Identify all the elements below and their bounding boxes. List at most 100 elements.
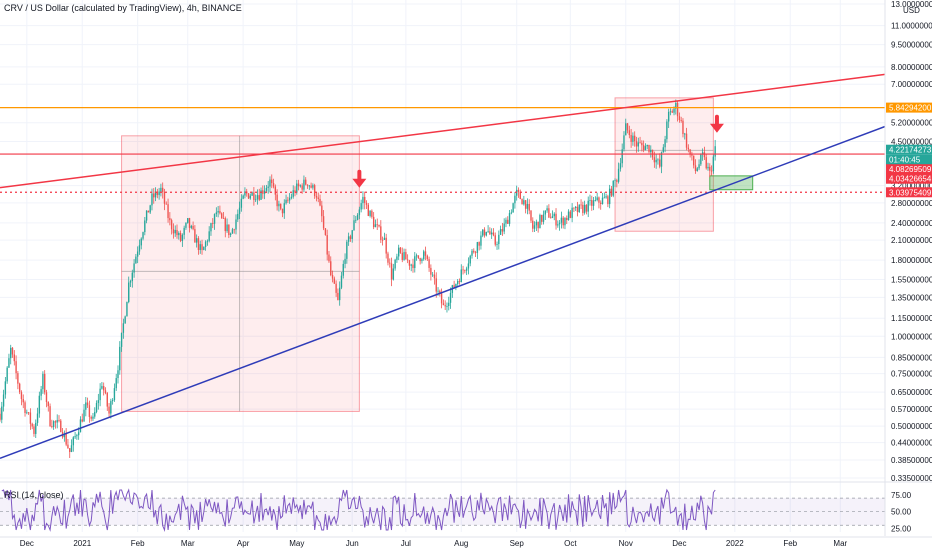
candle bbox=[1, 401, 3, 424]
candle-body bbox=[17, 373, 19, 384]
candle-body bbox=[238, 207, 241, 214]
candle bbox=[81, 413, 83, 423]
candle bbox=[136, 246, 139, 264]
candle bbox=[371, 209, 373, 219]
candle-body bbox=[278, 203, 280, 207]
candle-body bbox=[519, 191, 521, 200]
candle-body bbox=[676, 102, 679, 117]
candle-body bbox=[596, 197, 598, 201]
candle-body bbox=[274, 186, 277, 195]
candle-body bbox=[635, 141, 638, 147]
candle-body bbox=[219, 211, 221, 214]
price-tick-label: 4.50000000 bbox=[891, 137, 932, 146]
candle bbox=[628, 125, 631, 139]
candle-body bbox=[201, 244, 203, 250]
candle bbox=[621, 143, 623, 168]
candle bbox=[94, 407, 96, 419]
candle bbox=[428, 256, 430, 272]
candle-body bbox=[220, 213, 223, 219]
candle bbox=[403, 248, 405, 261]
candle-body bbox=[279, 203, 282, 209]
candle-body bbox=[637, 142, 639, 147]
candle bbox=[260, 187, 262, 201]
candle bbox=[131, 269, 134, 288]
candle bbox=[596, 192, 598, 202]
candle bbox=[657, 158, 659, 165]
candle-body bbox=[179, 233, 182, 241]
candle bbox=[56, 414, 58, 429]
candle-body bbox=[136, 251, 139, 257]
candle bbox=[2, 389, 5, 412]
candle bbox=[376, 218, 378, 230]
price-tick-label: 5.20000000 bbox=[891, 119, 932, 128]
candle-body bbox=[641, 142, 643, 146]
candle bbox=[705, 154, 707, 170]
candle-body bbox=[576, 206, 579, 213]
candle-body bbox=[292, 190, 294, 197]
price-tag-label: 3.03975409 bbox=[889, 188, 932, 197]
candle bbox=[367, 202, 370, 217]
candle bbox=[197, 236, 200, 255]
candle-body bbox=[455, 284, 457, 289]
candle bbox=[600, 200, 602, 210]
candle bbox=[523, 195, 525, 206]
candle bbox=[680, 116, 682, 123]
candle bbox=[315, 192, 318, 202]
candle-body bbox=[710, 170, 713, 172]
candle-body bbox=[322, 216, 325, 229]
candle-body bbox=[13, 354, 16, 362]
candle bbox=[113, 383, 116, 402]
candle bbox=[431, 272, 434, 278]
candle bbox=[6, 366, 8, 384]
candle-body bbox=[197, 238, 200, 250]
candle-body bbox=[669, 111, 672, 113]
candle bbox=[623, 131, 625, 152]
candle bbox=[165, 201, 167, 205]
candle-body bbox=[8, 358, 10, 368]
candle bbox=[372, 212, 375, 230]
candle-body bbox=[524, 200, 527, 209]
candle-body bbox=[181, 234, 184, 241]
candle bbox=[167, 198, 169, 223]
candle-body bbox=[530, 210, 532, 221]
candle bbox=[201, 239, 203, 255]
candle bbox=[667, 108, 670, 129]
candle bbox=[262, 185, 264, 199]
candle bbox=[178, 231, 180, 240]
candle-body bbox=[122, 323, 125, 333]
candle-body bbox=[501, 229, 504, 232]
candle bbox=[562, 215, 564, 229]
candle-body bbox=[36, 413, 39, 423]
candle-body bbox=[414, 256, 416, 269]
candle-body bbox=[324, 228, 327, 236]
candle bbox=[499, 225, 502, 235]
candle bbox=[272, 178, 275, 189]
candle-body bbox=[328, 254, 330, 262]
candle-body bbox=[271, 179, 273, 184]
candle bbox=[240, 194, 243, 212]
candle-body bbox=[42, 373, 44, 390]
candle bbox=[90, 415, 92, 422]
candle bbox=[88, 400, 91, 423]
candle bbox=[539, 213, 541, 229]
candle bbox=[233, 228, 235, 234]
candle-body bbox=[684, 133, 686, 135]
candle-body bbox=[269, 179, 271, 187]
candle bbox=[505, 217, 507, 228]
candle bbox=[351, 229, 353, 243]
candle bbox=[528, 199, 530, 215]
candle-body bbox=[346, 241, 348, 259]
candle-body bbox=[43, 373, 46, 393]
candle-body bbox=[703, 152, 706, 158]
price-tick-label: 0.65000000 bbox=[891, 388, 932, 397]
candle-body bbox=[642, 145, 645, 151]
candle-body bbox=[18, 383, 21, 393]
time-tick-label: Jul bbox=[401, 539, 411, 548]
candle bbox=[592, 197, 595, 211]
candle-body bbox=[532, 220, 534, 229]
candle bbox=[594, 196, 597, 202]
candle bbox=[344, 253, 346, 269]
candle-body bbox=[67, 444, 69, 449]
candle bbox=[546, 205, 548, 213]
